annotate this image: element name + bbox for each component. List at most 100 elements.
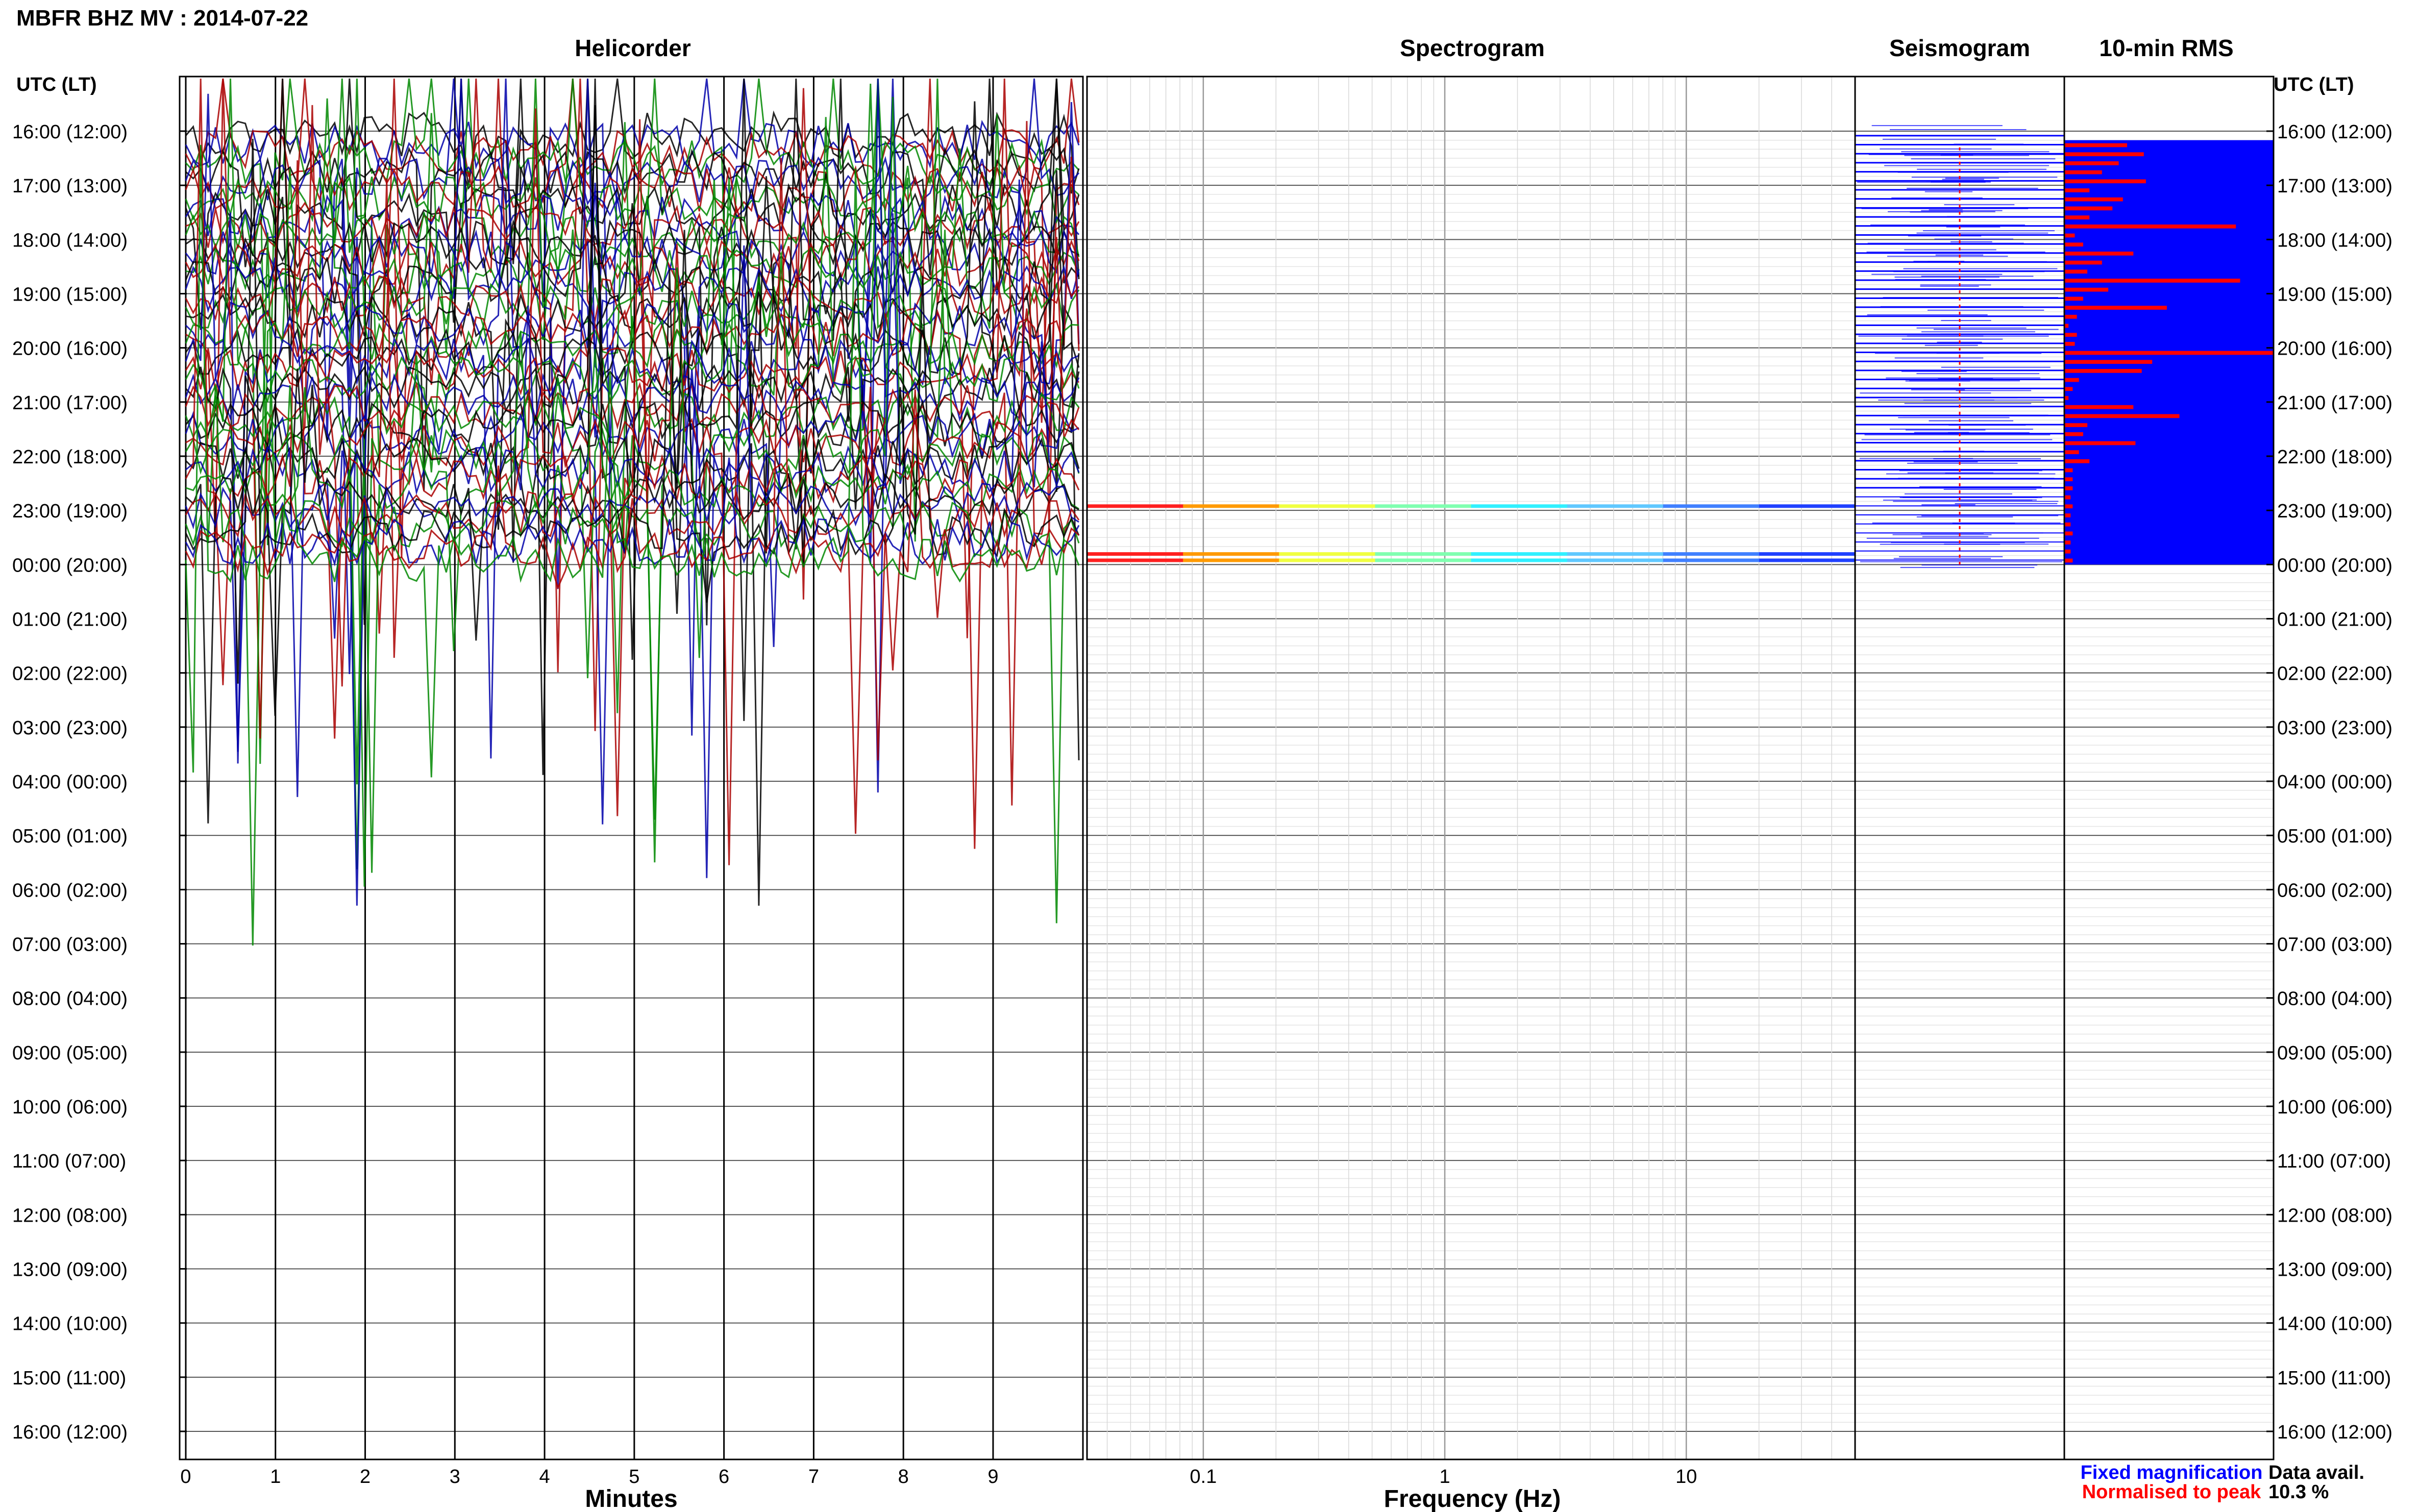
spectrogram-cell [1087,504,1184,508]
frequency-axis-label: Frequency (Hz) [1384,1485,1561,1512]
rms-bar [2064,287,2109,292]
seismogram-title: Seismogram [1889,35,2030,61]
helicorder-trace [185,192,1080,490]
hour-label-left: 14:00 (10:00) [12,1313,128,1335]
spectrogram-cell [1567,558,1664,562]
hour-label-left: 17:00 (13:00) [12,176,128,197]
rms-bar [2064,468,2073,473]
spectrogram-cell [1663,504,1760,508]
rms-bar [2064,504,2073,509]
rms-bar [2064,432,2083,436]
hour-label-right: 03:00 (23:00) [2277,717,2392,739]
hour-label-right: 05:00 (01:00) [2277,826,2392,847]
rms-bar [2064,459,2090,463]
spectrogram-cell [1663,558,1760,562]
hour-label-left: 07:00 (03:00) [12,934,128,956]
frequency-tick-label: 0.1 [1190,1466,1217,1488]
hour-label-left: 03:00 (23:00) [12,717,128,739]
data-avail-value: 10.3 % [2268,1481,2329,1503]
helicorder-title: Helicorder [575,35,691,61]
hour-label-right: 01:00 (21:00) [2277,609,2392,631]
rms-bar [2064,558,2073,563]
rms-bar [2064,306,2167,310]
hour-label-left: 09:00 (05:00) [12,1043,128,1064]
helicorder-traces [185,78,1080,946]
hour-label-left: 11:00 (07:00) [12,1151,126,1172]
hour-label-left: 05:00 (01:00) [12,826,128,847]
hour-label-left: 20:00 (16:00) [12,338,128,360]
minute-tick-label: 2 [360,1466,371,1488]
rms-bar [2064,206,2113,211]
helicorder-trace [185,105,1080,684]
hour-label-right: 08:00 (04:00) [2277,988,2392,1010]
rms-bar [2064,405,2134,409]
helicorder-trace [185,138,1080,603]
rms-bar [2064,495,2071,500]
rms-bar [2064,441,2136,445]
hour-label-left: 06:00 (02:00) [12,880,128,901]
minute-tick-label: 0 [180,1466,191,1488]
helicorder-trace [185,158,1079,834]
seismogram-traces [1855,125,2064,568]
panel-frame [1086,76,1856,1460]
spectrogram-cell [1663,552,1760,556]
helicorder-trace [185,78,1080,673]
utc-label-left: UTC (LT) [16,74,97,95]
minutes-axis-label: Minutes [585,1485,677,1512]
minute-tick-label: 9 [988,1466,998,1488]
spectrogram-cell [1759,504,1856,508]
hour-label-left: 16:00 (12:00) [12,121,128,143]
spectrogram-cell [1375,558,1472,562]
rms-bar [2064,450,2079,454]
hour-label-right: 09:00 (05:00) [2277,1043,2392,1064]
hour-label-right: 16:00 (12:00) [2277,1422,2392,1443]
hour-label-right: 23:00 (19:00) [2277,501,2392,522]
rms-bar [2064,369,2142,373]
helicorder-trace [185,78,1080,178]
rms-bar [2064,549,2071,554]
rms-bar [2064,314,2077,319]
hour-label-left: 18:00 (14:00) [12,230,128,251]
rms-bar [2064,414,2180,418]
helicorder-trace [185,98,1080,340]
helicorder-trace [185,78,1080,473]
spectrogram-cell [1183,558,1280,562]
rms-bar [2064,197,2123,202]
rms-bar [2064,540,2071,544]
helicorder-trace [185,78,1080,460]
rms-bar [2064,170,2102,175]
rms-bar [2064,486,2073,490]
panel-frames [179,76,2275,1460]
hour-label-right: 11:00 (07:00) [2277,1151,2391,1172]
hour-label-left: 13:00 (09:00) [12,1259,128,1281]
spectrogram-cell [1471,552,1568,556]
helicorder-trace [185,144,1080,778]
rms-bar [2064,531,2073,536]
rms-bar [2064,360,2153,364]
rms-bar [2064,378,2079,382]
rms-bar [2064,296,2083,301]
helicorder-trace [185,78,1080,466]
spectrogram-cell [1567,504,1664,508]
hour-label-right: 18:00 (14:00) [2277,230,2392,251]
hour-label-right: 02:00 (22:00) [2277,663,2392,685]
spectrogram-cell [1279,552,1376,556]
grid-layer [180,77,2274,1459]
hour-label-right: 07:00 (03:00) [2277,934,2392,956]
minute-tick-label: 5 [629,1466,639,1488]
data-avail-label: Data avail. [2268,1462,2364,1483]
rms-bar [2064,333,2077,337]
spectrogram-cell [1759,552,1856,556]
figure-title: MBFR BHZ MV : 2014-07-22 [16,6,308,31]
spectrogram-cell [1375,552,1472,556]
axis-labels: 16:00 (12:00) 16:00 (12:00) 17:00 (13:00) 1… [12,121,2392,1488]
hour-label-left: 16:00 (12:00) [12,1422,128,1443]
minute-tick-label: 7 [808,1466,819,1488]
hour-label-left: 00:00 (20:00) [12,555,128,576]
hour-label-left: 19:00 (15:00) [12,284,128,306]
rms-bar [2064,161,2119,165]
frequency-tick-label: 1 [1439,1466,1450,1488]
helicorder-trace [185,78,1079,793]
hour-label-left: 15:00 (11:00) [12,1368,126,1389]
hour-label-right: 17:00 (13:00) [2277,176,2392,197]
